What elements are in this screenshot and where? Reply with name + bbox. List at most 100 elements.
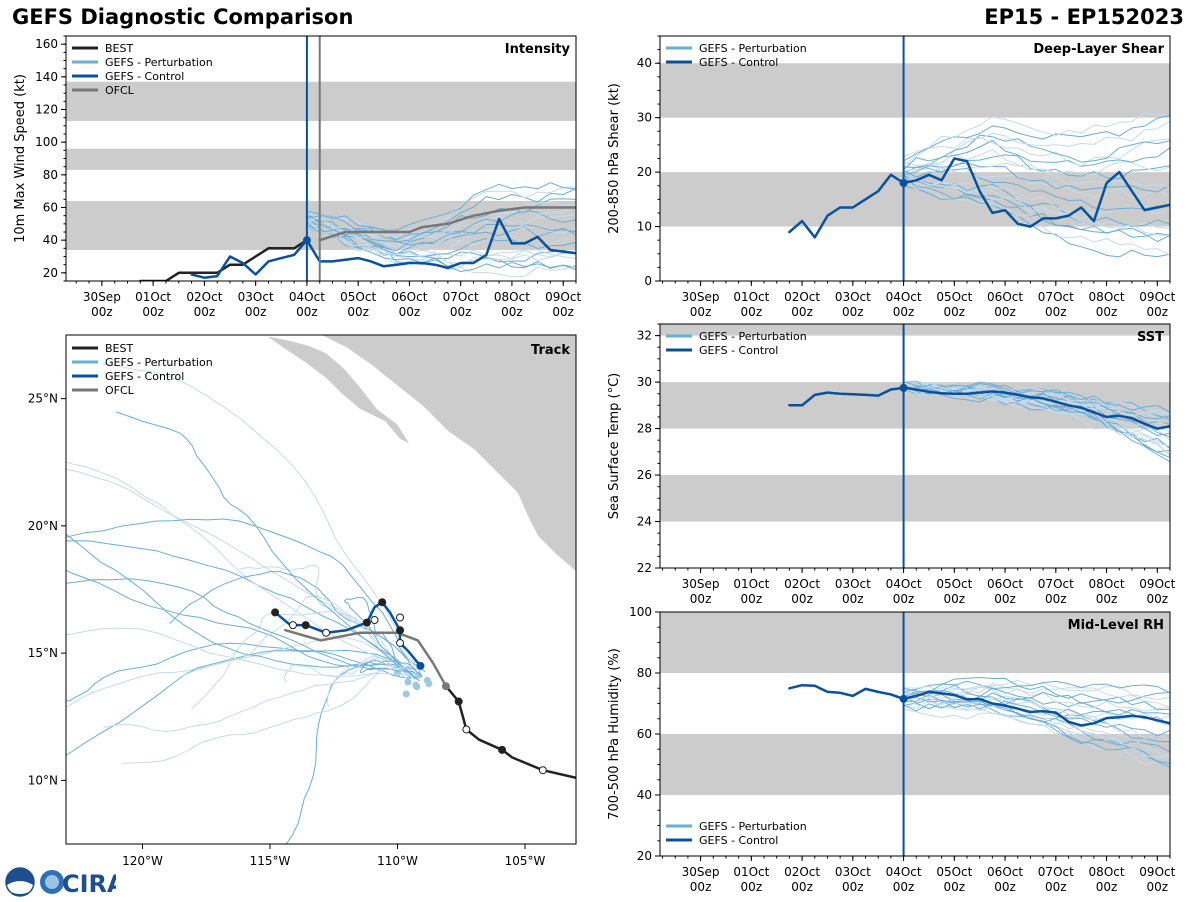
perturbation-line xyxy=(903,380,1170,415)
x-tick-label: 04Oct xyxy=(886,290,922,304)
x-tick-label: 00z xyxy=(791,305,813,319)
y-tick-label: 25°N xyxy=(28,392,58,406)
y-tick-label: 160 xyxy=(35,37,58,51)
best-marker xyxy=(538,766,547,775)
x-tick-label: 08Oct xyxy=(1089,290,1125,304)
x-tick-label: 30Sep xyxy=(83,290,121,304)
x-tick-label: 01Oct xyxy=(733,577,769,591)
legend-label: GEFS - Perturbation xyxy=(699,330,807,343)
legend-label: GEFS - Control xyxy=(105,70,184,83)
perturbation-line xyxy=(903,154,1170,180)
threshold-band xyxy=(660,324,1170,336)
perturbation-track xyxy=(101,363,421,673)
init-point xyxy=(899,179,908,187)
legend-label: OFCL xyxy=(105,384,135,397)
x-tick-label: 06Oct xyxy=(391,290,427,304)
x-tick-label: 01Oct xyxy=(733,865,769,879)
threshold-band xyxy=(660,475,1170,522)
init-point xyxy=(899,694,908,703)
y-tick-label: 22 xyxy=(637,561,652,575)
x-tick-label: 08Oct xyxy=(1089,577,1125,591)
best-marker xyxy=(462,725,471,734)
control-marker xyxy=(301,621,310,630)
perturbation-init xyxy=(414,671,422,679)
control-init-point xyxy=(416,661,425,670)
perturbation-line xyxy=(903,694,1170,743)
perturbation-line xyxy=(306,215,576,252)
perturbation-track xyxy=(169,571,426,673)
x-tick-label: 03Oct xyxy=(835,865,871,879)
x-tick-label: 115°W xyxy=(250,854,291,868)
x-tick-label: 02Oct xyxy=(186,290,222,304)
perturbation-line xyxy=(903,689,1170,716)
y-tick-label: 24 xyxy=(637,515,652,529)
x-tick-label: 00z xyxy=(842,880,864,894)
threshold-band xyxy=(660,63,1170,118)
x-tick-label: 00z xyxy=(994,880,1016,894)
x-tick-label: 08Oct xyxy=(494,290,530,304)
control-marker xyxy=(396,638,405,647)
y-axis-label: 10m Max Wind Speed (kt) xyxy=(13,74,28,243)
x-tick-label: 07Oct xyxy=(1038,290,1074,304)
perturbation-line xyxy=(306,220,576,258)
x-tick-label: 00z xyxy=(1096,880,1118,894)
perturbation-line xyxy=(903,380,1170,438)
storm-id-title: EP15 - EP152023 xyxy=(984,5,1184,29)
legend-label: GEFS - Control xyxy=(699,344,778,357)
y-tick-label: 40 xyxy=(43,233,58,247)
control-marker xyxy=(370,616,379,625)
x-tick-label: 01Oct xyxy=(733,290,769,304)
perturbation-line xyxy=(903,385,1170,463)
y-tick-label: 28 xyxy=(637,422,652,436)
x-tick-label: 00z xyxy=(741,592,763,606)
perturbation-line xyxy=(903,120,1170,166)
perturbation-line xyxy=(903,702,1170,768)
perturbation-line xyxy=(903,134,1170,171)
x-tick-label: 00z xyxy=(842,305,864,319)
perturbation-line xyxy=(903,697,1170,758)
x-tick-label: 00z xyxy=(296,305,318,319)
best-marker xyxy=(454,697,463,706)
x-tick-label: 00z xyxy=(245,305,267,319)
perturbation-line xyxy=(903,708,1170,766)
perturbation-track xyxy=(283,656,415,683)
perturbation-line xyxy=(903,136,1170,167)
x-tick-label: 00z xyxy=(893,592,915,606)
perturbation-track xyxy=(66,649,414,756)
control-marker xyxy=(378,598,387,607)
x-tick-label: 00z xyxy=(842,592,864,606)
control-marker xyxy=(322,628,331,637)
y-tick-label: 120 xyxy=(35,103,58,117)
perturbation-line xyxy=(903,677,1170,694)
y-tick-label: 60 xyxy=(637,727,652,741)
perturbation-line xyxy=(903,149,1170,176)
control-marker xyxy=(362,618,371,627)
x-tick-label: 01Oct xyxy=(135,290,171,304)
perturbation-line xyxy=(306,214,576,246)
map-area xyxy=(66,335,576,844)
perturbation-track xyxy=(66,578,414,675)
x-tick-label: 00z xyxy=(399,305,421,319)
noaa-logo-icon: CIRA xyxy=(5,867,126,898)
x-tick-label: 00z xyxy=(552,305,574,319)
y-tick-label: 60 xyxy=(43,201,58,215)
page-title: GEFS Diagnostic Comparison xyxy=(12,5,354,29)
init-point xyxy=(302,236,311,245)
y-tick-label: 20°N xyxy=(28,519,58,533)
best-marker xyxy=(498,745,507,754)
perturbation-track xyxy=(360,631,417,674)
map-frame xyxy=(65,334,577,845)
perturbation-init xyxy=(413,683,421,691)
perturbation-track xyxy=(66,637,413,708)
x-tick-label: 30Sep xyxy=(682,290,720,304)
y-tick-label: 10°N xyxy=(28,773,58,787)
x-tick-label: 05Oct xyxy=(936,290,972,304)
x-tick-label: 00z xyxy=(194,305,216,319)
x-tick-label: 00z xyxy=(1147,305,1169,319)
control-marker xyxy=(396,626,405,635)
x-tick-label: 04Oct xyxy=(886,865,922,879)
x-tick-label: 00z xyxy=(994,305,1016,319)
perturbation-track xyxy=(116,411,411,679)
x-tick-label: 00z xyxy=(450,305,472,319)
